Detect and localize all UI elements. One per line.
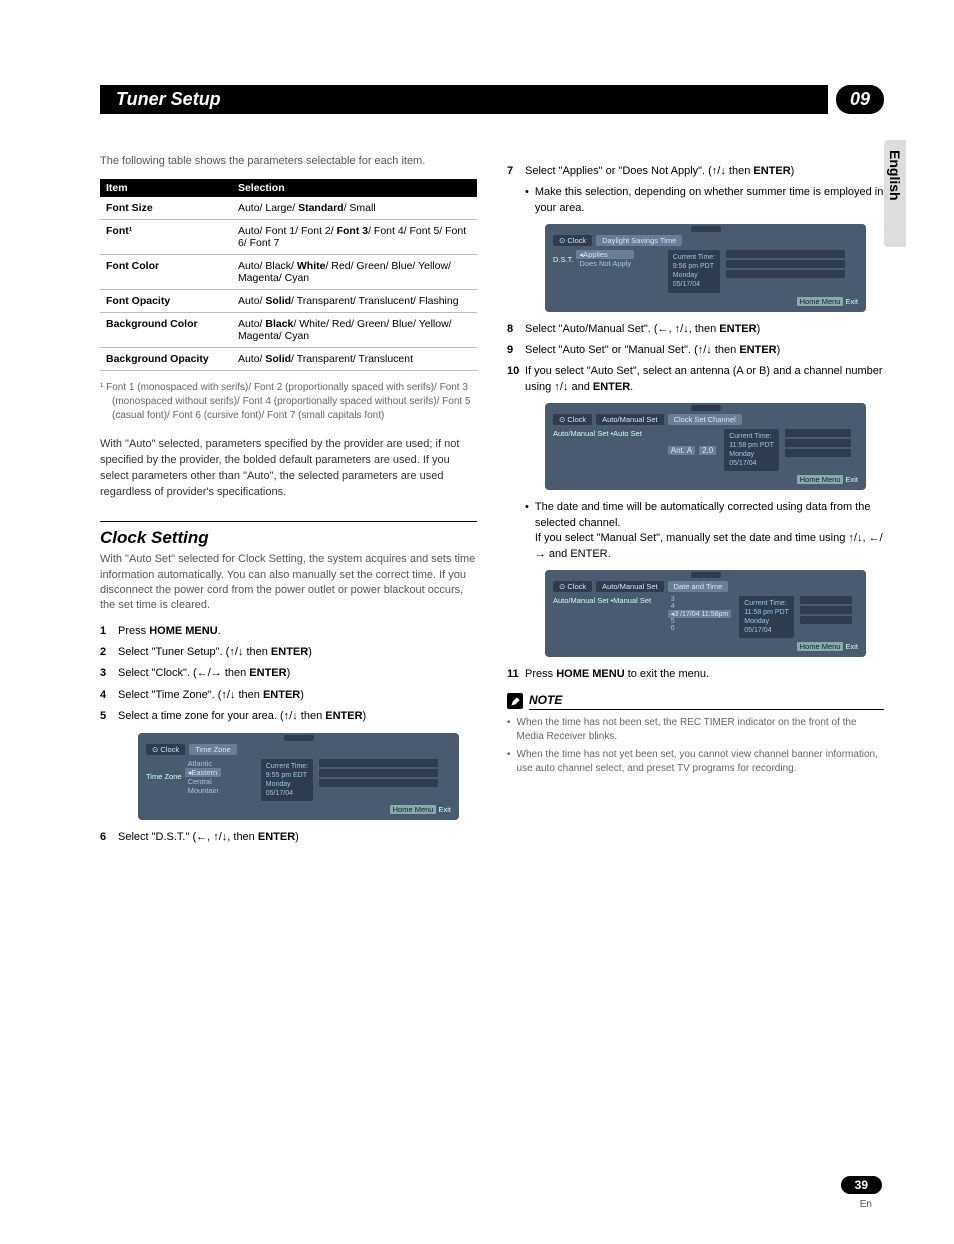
step-item: 5Select a time zone for your area. (↑/↓ … bbox=[100, 709, 477, 724]
divider bbox=[100, 521, 477, 522]
intro-text: The following table shows the parameters… bbox=[100, 154, 477, 169]
cell-item: Font Color bbox=[100, 255, 232, 290]
left-column: The following table shows the parameters… bbox=[100, 154, 477, 851]
chapter-number: 09 bbox=[836, 85, 884, 114]
cell-selection: Auto/ Solid/ Transparent/ Translucent bbox=[232, 348, 477, 371]
table-row: Font SizeAuto/ Large/ Standard/ Small bbox=[100, 197, 477, 220]
osd-tab: ⊙ Clock bbox=[146, 744, 185, 755]
clock-intro: With "Auto Set" selected for Clock Setti… bbox=[100, 552, 477, 614]
cell-item: Font¹ bbox=[100, 220, 232, 255]
step-item: 3Select "Clock". (←/→ then ENTER) bbox=[100, 666, 477, 681]
table-row: Font¹Auto/ Font 1/ Font 2/ Font 3/ Font … bbox=[100, 220, 477, 255]
paragraph: With "Auto" selected, parameters specifi… bbox=[100, 437, 477, 501]
th-selection: Selection bbox=[232, 179, 477, 197]
table-row: Background OpacityAuto/ Solid/ Transpare… bbox=[100, 348, 477, 371]
cell-item: Font Opacity bbox=[100, 290, 232, 313]
footnote: ¹ Font 1 (monospaced with serifs)/ Font … bbox=[100, 381, 477, 423]
page-header: Tuner Setup 09 bbox=[100, 85, 884, 114]
cell-item: Font Size bbox=[100, 197, 232, 220]
pencil-icon bbox=[507, 693, 523, 709]
step-7: 7 Select "Applies" or "Does Not Apply". … bbox=[507, 164, 884, 179]
note-item: When the time has not been set, the REC … bbox=[507, 716, 884, 744]
table-row: Font OpacityAuto/ Solid/ Transparent/ Tr… bbox=[100, 290, 477, 313]
parameters-table: Item Selection Font SizeAuto/ Large/ Sta… bbox=[100, 179, 477, 371]
osd-manualset: ⊙ Clock Auto/Manual Set Date and Time Au… bbox=[545, 570, 866, 657]
osd-dst: ⊙ Clock Daylight Savings Time D.S.T. ◂Ap… bbox=[545, 224, 866, 311]
table-row: Font ColorAuto/ Black/ White/ Red/ Green… bbox=[100, 255, 477, 290]
cell-selection: Auto/ Black/ White/ Red/ Green/ Blue/ Ye… bbox=[232, 255, 477, 290]
step-item: 4Select "Time Zone". (↑/↓ then ENTER) bbox=[100, 688, 477, 703]
right-column: 7 Select "Applies" or "Does Not Apply". … bbox=[507, 154, 884, 851]
note-header: NOTE bbox=[507, 693, 884, 710]
cell-item: Background Opacity bbox=[100, 348, 232, 371]
osd-timezone: ⊙ Clock Time Zone Time Zone Atlantic ◂Ea… bbox=[138, 733, 459, 820]
cell-selection: Auto/ Font 1/ Font 2/ Font 3/ Font 4/ Fo… bbox=[232, 220, 477, 255]
steps-8-10: 8 Select "Auto/Manual Set". (←, ↑/↓, the… bbox=[507, 322, 884, 396]
bullet: Make this selection, depending on whethe… bbox=[525, 185, 884, 216]
page-number: 39 bbox=[841, 1176, 882, 1194]
clock-setting-title: Clock Setting bbox=[100, 528, 477, 548]
language-tab: English bbox=[884, 140, 906, 247]
page-lang: En bbox=[860, 1199, 872, 1210]
osd-tab: Time Zone bbox=[189, 744, 237, 755]
step-6: 6 Select "D.S.T." (←, ↑/↓, then ENTER) bbox=[100, 830, 477, 845]
cell-selection: Auto/ Large/ Standard/ Small bbox=[232, 197, 477, 220]
cell-item: Background Color bbox=[100, 313, 232, 348]
section-title: Tuner Setup bbox=[100, 85, 828, 114]
cell-selection: Auto/ Black/ White/ Red/ Green/ Blue/ Ye… bbox=[232, 313, 477, 348]
note-item: When the time has not yet been set, you … bbox=[507, 748, 884, 776]
step-item: 2Select "Tuner Setup". (↑/↓ then ENTER) bbox=[100, 645, 477, 660]
step-item: 1Press HOME MENU. bbox=[100, 624, 477, 639]
bullet: The date and time will be automatically … bbox=[525, 500, 884, 562]
table-row: Background ColorAuto/ Black/ White/ Red/… bbox=[100, 313, 477, 348]
step-11: 11 Press HOME MENU to exit the menu. bbox=[507, 667, 884, 682]
steps-list: 1Press HOME MENU. 2Select "Tuner Setup". … bbox=[100, 624, 477, 725]
cell-selection: Auto/ Solid/ Transparent/ Translucent/ F… bbox=[232, 290, 477, 313]
osd-autoset: ⊙ Clock Auto/Manual Set Clock Set Channe… bbox=[545, 403, 866, 490]
th-item: Item bbox=[100, 179, 232, 197]
